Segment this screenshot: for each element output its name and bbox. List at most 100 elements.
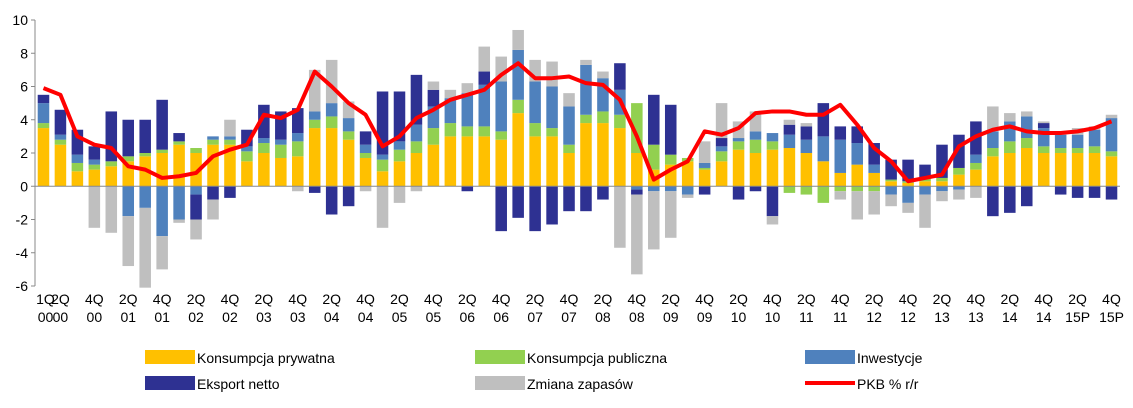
x-tick-label-line: 4Q [153, 291, 172, 307]
x-tick-label-line: 14 [1002, 309, 1018, 325]
x-tick-label: 4Q 12 [899, 291, 918, 325]
y-tick-label: -2 [16, 212, 29, 228]
x-tick-label: 2Q 12 [865, 291, 884, 325]
bar [156, 236, 168, 270]
x-tick-label: 2Q 08 [594, 291, 613, 325]
x-tick-label-line: 2Q [865, 291, 884, 307]
bar [54, 134, 67, 140]
bar [766, 149, 779, 187]
x-tick-label-line: 4Q [560, 291, 579, 307]
bar [139, 207, 151, 288]
bar [54, 139, 67, 145]
bar [71, 154, 84, 163]
bar [376, 154, 389, 160]
bar [427, 89, 440, 107]
bar [902, 159, 914, 182]
x-tick-label: 2Q 07 [526, 291, 545, 325]
bar [885, 181, 897, 187]
bar [546, 61, 558, 87]
bar [648, 94, 660, 145]
x-tick-label-line: 4Q [356, 291, 375, 307]
x-tick-label: 2Q 03 [255, 291, 274, 325]
bar [597, 71, 609, 79]
bar [800, 126, 813, 140]
x-tick-label: 2Q 05 [390, 291, 409, 325]
x-tick-label-line: 07 [527, 309, 543, 325]
bar [122, 161, 135, 187]
bar [88, 159, 101, 165]
bar [478, 46, 491, 72]
bar [614, 186, 626, 248]
bar [732, 141, 745, 150]
bar [410, 124, 423, 142]
bar [376, 186, 389, 228]
bar [953, 189, 965, 200]
bar [868, 191, 880, 215]
bar [783, 119, 796, 125]
x-tick-label-line: 4Q [85, 291, 104, 307]
bar [817, 161, 830, 187]
x-tick-label-line: 00 [87, 309, 103, 325]
bar [275, 157, 287, 187]
bar [597, 111, 609, 124]
bar [478, 126, 491, 137]
bar [546, 186, 558, 225]
y-tick-label: 8 [20, 45, 28, 61]
bar [580, 59, 592, 65]
x-tick-label-line: 05 [392, 309, 408, 325]
x-tick-label: 4Q 04 [356, 291, 375, 325]
bar [987, 131, 999, 149]
bar [885, 194, 897, 207]
bar [902, 182, 914, 187]
bar [715, 151, 728, 162]
bar [732, 186, 745, 200]
x-tick-label-line: 4Q [763, 291, 782, 307]
bar [207, 136, 219, 140]
bar [173, 219, 185, 223]
bar [410, 74, 423, 125]
bar [512, 49, 524, 100]
legend-label: PKB % r/r [857, 376, 919, 392]
bar [495, 131, 507, 140]
legend-label: Konsumpcja publiczna [527, 350, 667, 366]
x-tick-label: 2Q 01 [119, 291, 138, 325]
bar [1004, 153, 1016, 187]
bar [987, 148, 999, 157]
bar [936, 177, 948, 182]
bar [851, 186, 863, 192]
bar [563, 186, 575, 212]
bar [800, 139, 813, 153]
bar [868, 186, 880, 192]
bar [156, 99, 168, 150]
bar [71, 171, 84, 187]
x-tick-label-line: 11 [799, 309, 814, 325]
legend-swatch [145, 376, 195, 390]
legend-label: Zmiana zapasów [527, 376, 634, 392]
bar [885, 186, 897, 195]
bar [461, 83, 474, 94]
bar [478, 84, 491, 127]
bar [631, 153, 643, 187]
x-tick-label-line: 05 [426, 309, 442, 325]
bar [529, 136, 541, 187]
bar [1037, 128, 1050, 147]
bar [308, 119, 321, 129]
x-tick-label: 2Q 13 [933, 291, 952, 325]
legend-label: Eksport netto [197, 376, 280, 392]
x-tick-label: 4Q 13 [967, 291, 986, 325]
x-tick-label-line: 06 [460, 309, 476, 325]
bar [953, 186, 965, 190]
bar [631, 103, 643, 153]
bar [1105, 151, 1118, 157]
bar [749, 139, 762, 153]
bar [698, 167, 711, 170]
bar [376, 91, 389, 155]
bar [648, 144, 660, 170]
bar [173, 186, 185, 220]
x-tick-label-line: 01 [154, 309, 170, 325]
legend-swatch [805, 350, 855, 364]
bar [580, 186, 592, 212]
bar [342, 101, 355, 119]
bar [648, 186, 660, 192]
bar [783, 186, 796, 193]
